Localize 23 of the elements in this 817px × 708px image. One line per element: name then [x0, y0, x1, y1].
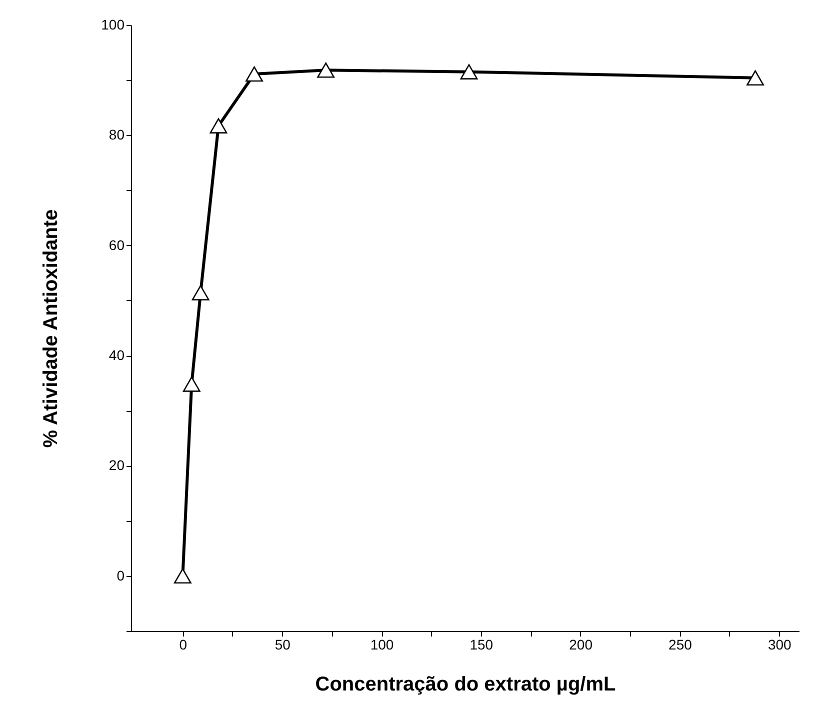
point: [182, 376, 200, 392]
point: [192, 285, 210, 300]
x-tick-label: 150: [470, 636, 494, 652]
y-tick-label: 40: [108, 347, 125, 364]
point: [460, 64, 478, 80]
y-tick-label: 60: [108, 236, 125, 253]
point: [174, 568, 192, 584]
y-tick-label: 0: [116, 567, 125, 584]
x-tick-label: 250: [668, 636, 692, 652]
x-tick-label: 50: [274, 636, 291, 652]
y-tick-label: 20: [108, 457, 125, 474]
x-tick-label: 200: [569, 636, 593, 652]
y-axis-title: % Atividade Antioxidante: [40, 209, 62, 448]
point: [210, 118, 228, 134]
y-tick-label: 80: [108, 126, 125, 143]
x-tick-label: 0: [179, 636, 188, 652]
x-tick-label: 100: [370, 636, 394, 652]
y-tick-label: 100: [101, 16, 125, 32]
x-tick-label: 300: [768, 636, 792, 652]
point: [746, 70, 764, 86]
point: [317, 62, 335, 78]
point: [246, 66, 263, 82]
x-axis-title: Concentração do extrato µg/mL: [315, 674, 616, 696]
